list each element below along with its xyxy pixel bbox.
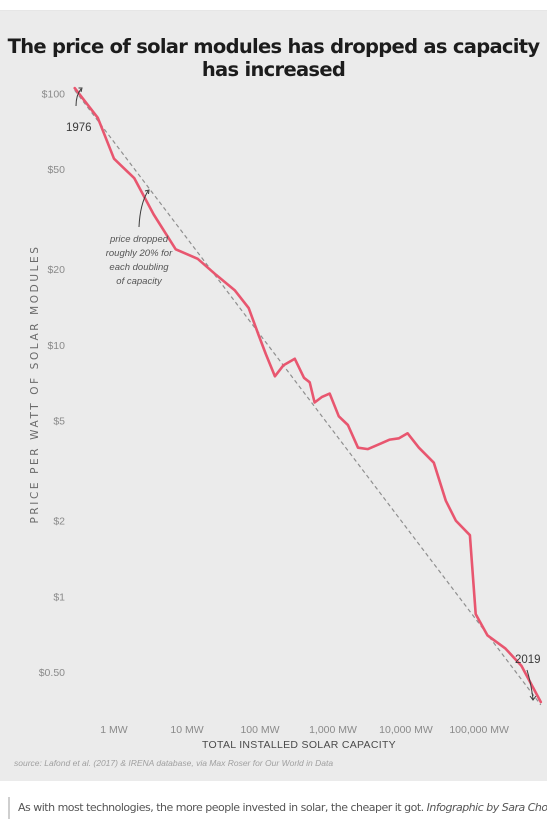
y-axis-title: PRICE PER WATT OF SOLAR MODULES bbox=[29, 244, 41, 523]
y-tick-label: $0.50 bbox=[39, 667, 65, 679]
trend-note-line-1: price dropped bbox=[109, 234, 169, 245]
trend-note-line-3: each doubling bbox=[109, 262, 169, 273]
start-year-label: 1976 bbox=[66, 122, 92, 134]
x-tick-label: 10,000 MW bbox=[379, 724, 433, 736]
start-arrow-head bbox=[78, 87, 83, 93]
y-tick-label: $2 bbox=[53, 516, 65, 528]
chart-svg: $100 $50 $20 $10 $5 $2 $1 $0.50 1 MW 10 MW 100 MW… bbox=[14, 86, 543, 768]
caption-text: As with most technologies, the more peop… bbox=[18, 801, 427, 814]
x-tick-label: 1,000 MW bbox=[309, 724, 357, 736]
annotations: 1976 price dropped roughly 20% for each … bbox=[66, 87, 541, 701]
x-tick-label: 100,000 MW bbox=[449, 724, 509, 736]
x-tick-label: 1 MW bbox=[100, 724, 128, 736]
trend-line bbox=[74, 89, 542, 706]
x-axis-title: TOTAL INSTALLED SOLAR CAPACITY bbox=[202, 739, 396, 751]
y-tick-label: $10 bbox=[47, 340, 65, 352]
trend-note-line-4: of capacity bbox=[116, 276, 163, 287]
end-arrow bbox=[526, 669, 534, 700]
y-tick-label: $1 bbox=[53, 591, 65, 603]
y-tick-labels: $100 $50 $20 $10 $5 $2 $1 $0.50 bbox=[39, 88, 65, 679]
end-year-label: 2019 bbox=[515, 654, 541, 666]
note-arrow-head bbox=[144, 189, 150, 195]
figure-caption: As with most technologies, the more peop… bbox=[8, 797, 547, 819]
y-tick-label: $100 bbox=[42, 88, 66, 100]
trend-note-line-2: roughly 20% for bbox=[106, 248, 173, 259]
chart-title: The price of solar modules has dropped a… bbox=[7, 35, 540, 81]
y-tick-label: $20 bbox=[47, 264, 65, 276]
start-arrow bbox=[75, 88, 82, 107]
note-arrow bbox=[138, 190, 149, 228]
y-tick-label: $5 bbox=[53, 416, 65, 428]
chart-figure: $100 $50 $20 $10 $5 $2 $1 $0.50 1 MW 10 MW 100 MW… bbox=[0, 11, 547, 781]
trend-layer bbox=[74, 89, 542, 706]
x-tick-label: 10 MW bbox=[170, 724, 203, 736]
price-series-line bbox=[73, 86, 543, 704]
x-tick-label: 100 MW bbox=[240, 724, 279, 736]
source-note: source: Lafond et al. (2017) & IRENA dat… bbox=[14, 758, 333, 768]
line-layer bbox=[73, 86, 543, 704]
y-tick-label: $50 bbox=[47, 164, 65, 176]
top-border bbox=[0, 0, 547, 11]
end-arrow-head bbox=[529, 695, 537, 701]
x-tick-labels: 1 MW 10 MW 100 MW 1,000 MW 10,000 MW 100,000 … bbox=[100, 724, 509, 736]
caption-credit: Infographic by Sara Chodosh bbox=[426, 801, 547, 814]
